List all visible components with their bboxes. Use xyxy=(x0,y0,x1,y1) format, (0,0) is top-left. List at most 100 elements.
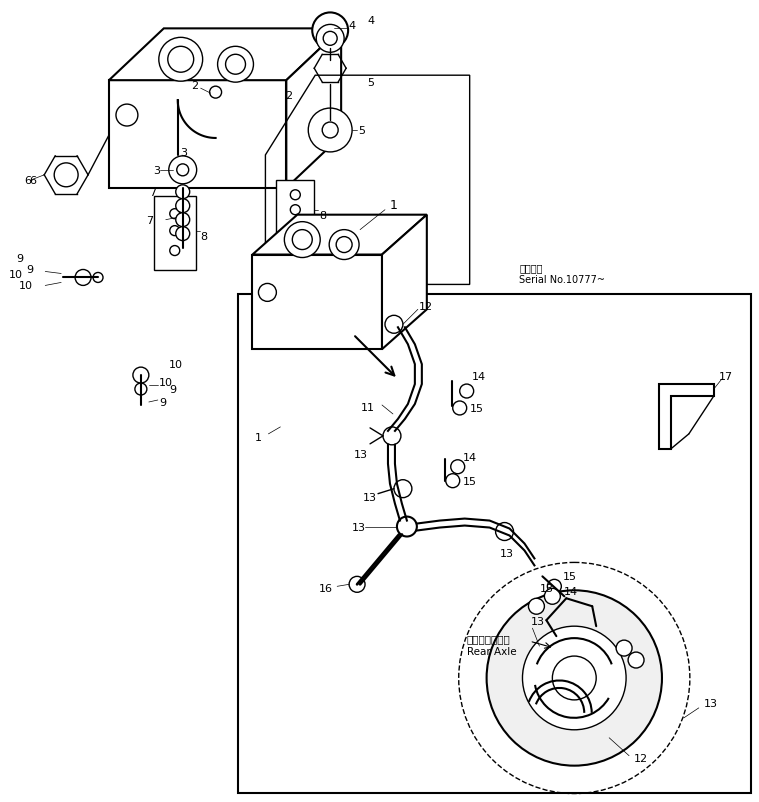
Text: 10: 10 xyxy=(9,270,24,280)
Circle shape xyxy=(259,284,276,302)
Circle shape xyxy=(451,460,465,474)
Text: 12: 12 xyxy=(634,753,648,763)
Text: 16: 16 xyxy=(320,584,333,593)
Circle shape xyxy=(547,580,562,593)
Circle shape xyxy=(394,480,412,498)
Text: 13: 13 xyxy=(540,584,553,593)
Text: 10: 10 xyxy=(19,281,33,291)
Polygon shape xyxy=(154,196,196,271)
Circle shape xyxy=(628,652,644,668)
Text: 14: 14 xyxy=(471,371,486,382)
Circle shape xyxy=(168,47,194,73)
Circle shape xyxy=(177,164,189,176)
Polygon shape xyxy=(286,30,341,188)
Circle shape xyxy=(336,237,352,253)
Text: Rear Axle: Rear Axle xyxy=(467,646,516,656)
Text: 3: 3 xyxy=(153,166,160,176)
Text: 13: 13 xyxy=(363,492,377,502)
Text: 1: 1 xyxy=(254,432,261,443)
Circle shape xyxy=(323,123,339,139)
Text: 6: 6 xyxy=(30,176,36,185)
Circle shape xyxy=(460,385,474,399)
Text: 3: 3 xyxy=(180,148,187,158)
Circle shape xyxy=(159,38,203,82)
Text: 7: 7 xyxy=(146,216,153,225)
Text: 7: 7 xyxy=(149,188,156,197)
Text: 17: 17 xyxy=(719,371,733,382)
Circle shape xyxy=(349,577,365,593)
Text: 13: 13 xyxy=(531,617,544,626)
Circle shape xyxy=(209,87,222,99)
Circle shape xyxy=(176,213,190,227)
Circle shape xyxy=(170,209,180,220)
Circle shape xyxy=(168,156,197,184)
Text: 15: 15 xyxy=(470,403,483,414)
Circle shape xyxy=(75,270,91,286)
Circle shape xyxy=(291,221,301,230)
Circle shape xyxy=(397,517,417,537)
Circle shape xyxy=(496,523,514,541)
Polygon shape xyxy=(253,255,382,350)
Circle shape xyxy=(291,191,301,200)
Text: 9: 9 xyxy=(16,253,24,263)
Circle shape xyxy=(218,47,254,83)
Text: 適用号機: 適用号機 xyxy=(519,263,543,273)
Polygon shape xyxy=(659,385,713,449)
Circle shape xyxy=(385,316,403,334)
Text: 8: 8 xyxy=(320,210,326,221)
Text: 4: 4 xyxy=(348,22,355,31)
Circle shape xyxy=(93,273,103,283)
Circle shape xyxy=(528,598,544,614)
Circle shape xyxy=(308,109,352,152)
Text: Serial No.10777~: Serial No.10777~ xyxy=(519,275,606,285)
Text: 13: 13 xyxy=(354,449,368,460)
Text: 13: 13 xyxy=(352,522,366,532)
Text: 9: 9 xyxy=(159,398,166,407)
Polygon shape xyxy=(382,216,427,350)
Circle shape xyxy=(133,367,149,383)
Circle shape xyxy=(135,383,146,395)
Polygon shape xyxy=(109,30,341,81)
Text: 12: 12 xyxy=(419,302,433,312)
Circle shape xyxy=(170,246,180,256)
Circle shape xyxy=(170,226,180,237)
Text: 11: 11 xyxy=(361,403,375,412)
Text: 14: 14 xyxy=(463,452,477,462)
Circle shape xyxy=(452,402,467,415)
Text: 4: 4 xyxy=(367,16,374,26)
Circle shape xyxy=(54,164,78,188)
Circle shape xyxy=(285,222,320,258)
Circle shape xyxy=(176,200,190,213)
Text: 8: 8 xyxy=(200,231,208,241)
Circle shape xyxy=(225,55,245,75)
Circle shape xyxy=(317,26,344,53)
Circle shape xyxy=(553,656,597,700)
Text: 5: 5 xyxy=(367,78,374,88)
Polygon shape xyxy=(109,81,286,188)
Circle shape xyxy=(487,590,662,766)
Polygon shape xyxy=(253,216,427,255)
Circle shape xyxy=(312,14,348,49)
Circle shape xyxy=(446,474,460,488)
Circle shape xyxy=(329,230,359,260)
Text: 13: 13 xyxy=(704,698,718,708)
Text: 9: 9 xyxy=(168,385,176,395)
Text: 10: 10 xyxy=(168,359,183,370)
Text: 6: 6 xyxy=(24,176,31,185)
Text: 10: 10 xyxy=(159,378,173,387)
Circle shape xyxy=(383,427,401,445)
Circle shape xyxy=(544,589,560,605)
Circle shape xyxy=(323,32,337,47)
Circle shape xyxy=(291,205,301,216)
Circle shape xyxy=(116,105,138,127)
Circle shape xyxy=(176,185,190,200)
Text: 2: 2 xyxy=(191,81,198,91)
Circle shape xyxy=(522,626,626,730)
Text: 9: 9 xyxy=(26,265,33,275)
Text: 13: 13 xyxy=(499,549,514,559)
Text: 5: 5 xyxy=(358,126,365,136)
Bar xyxy=(238,295,751,792)
Text: 2: 2 xyxy=(285,91,292,101)
Circle shape xyxy=(616,640,632,656)
Text: 15: 15 xyxy=(463,476,477,486)
